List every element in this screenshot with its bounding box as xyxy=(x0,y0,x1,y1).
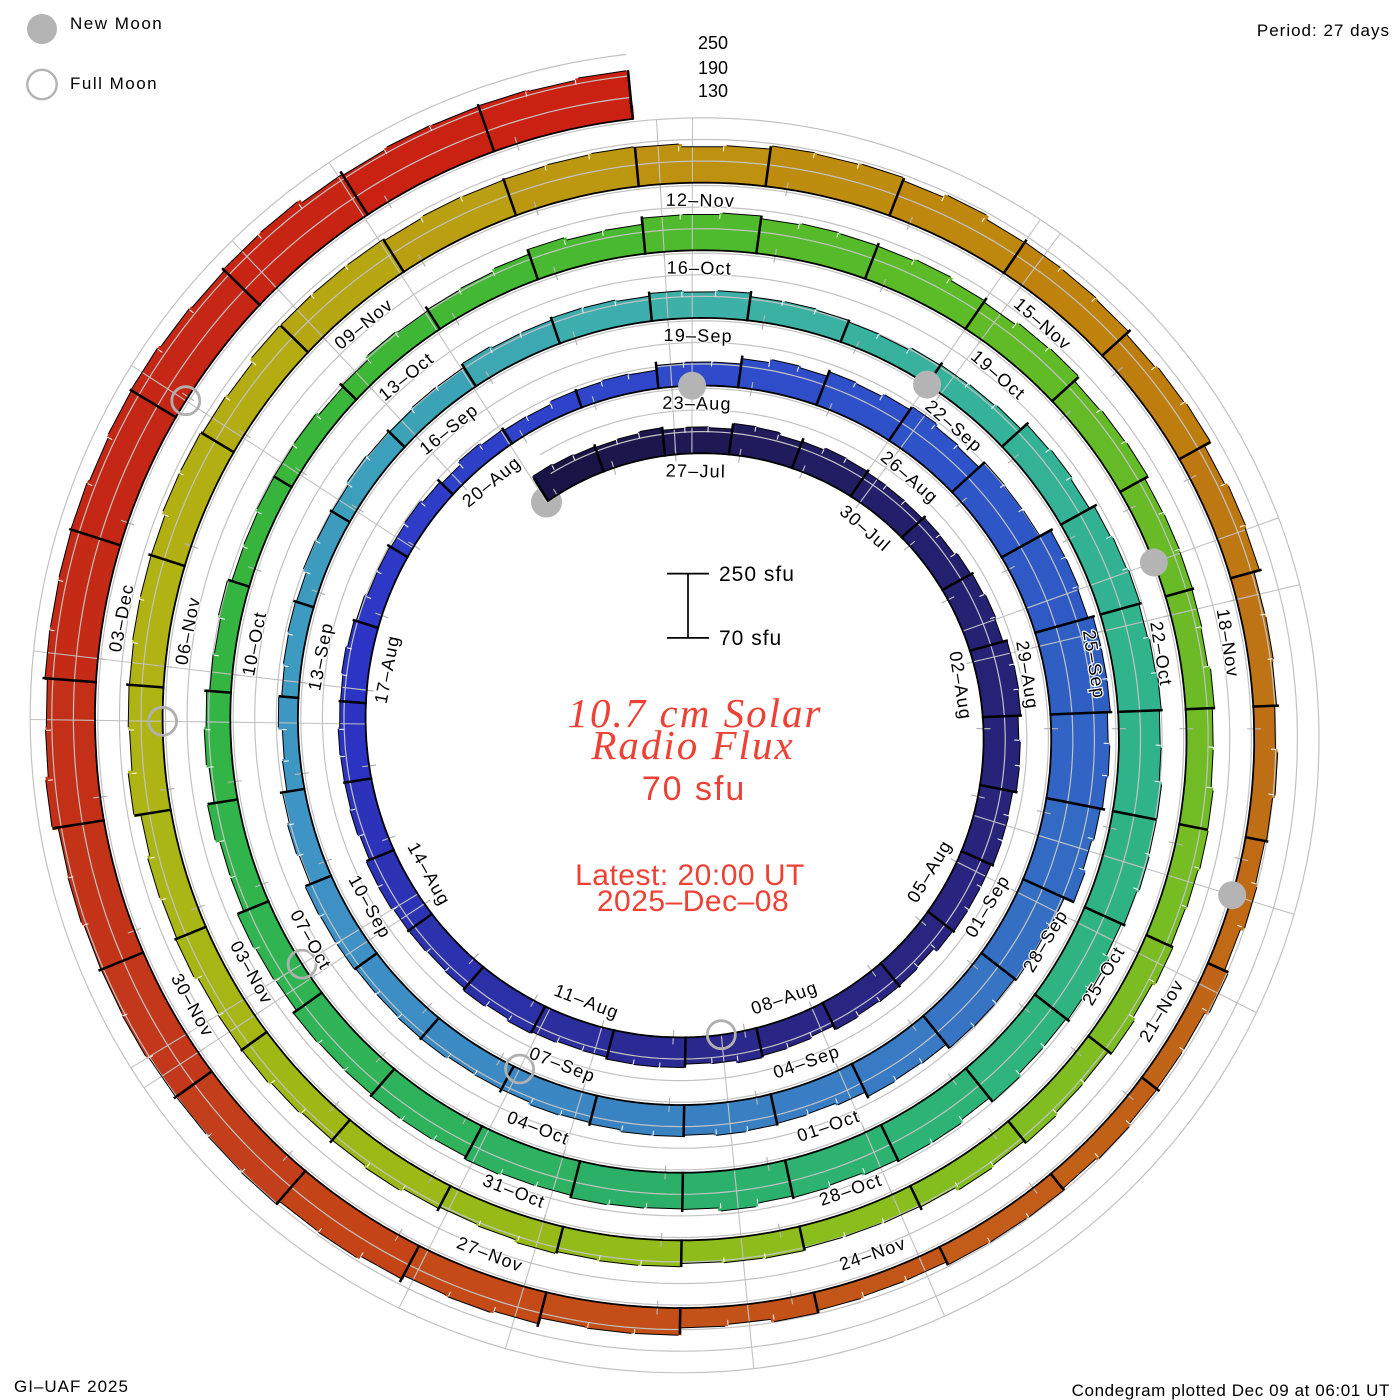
svg-text:10–Oct: 10–Oct xyxy=(238,610,270,678)
svg-text:Condegram plotted Dec 09 at 06: Condegram plotted Dec 09 at 06:01 UT xyxy=(1072,1381,1390,1400)
svg-text:23–Aug: 23–Aug xyxy=(662,393,732,414)
svg-text:27–Jul: 27–Jul xyxy=(666,461,727,482)
svg-text:Full Moon: Full Moon xyxy=(70,74,158,93)
svg-text:12–Nov: 12–Nov xyxy=(666,190,736,211)
svg-text:130: 130 xyxy=(698,81,728,101)
svg-text:70 sfu: 70 sfu xyxy=(719,627,782,650)
svg-text:190: 190 xyxy=(698,58,728,78)
svg-text:10.7 cm Solar: 10.7 cm Solar xyxy=(568,690,823,736)
svg-text:2025–Dec–08: 2025–Dec–08 xyxy=(597,885,789,918)
svg-text:250: 250 xyxy=(698,33,728,53)
svg-text:Period: 27 days: Period: 27 days xyxy=(1257,21,1390,40)
svg-text:250 sfu: 250 sfu xyxy=(719,563,795,586)
svg-text:New Moon: New Moon xyxy=(70,14,163,33)
svg-text:16–Oct: 16–Oct xyxy=(667,257,733,278)
svg-text:70 sfu: 70 sfu xyxy=(642,770,747,808)
svg-text:Radio Flux: Radio Flux xyxy=(590,722,794,768)
svg-text:Latest: 20:00 UT: Latest: 20:00 UT xyxy=(575,859,805,892)
svg-text:GI–UAF 2025: GI–UAF 2025 xyxy=(14,1377,129,1396)
svg-text:19–Sep: 19–Sep xyxy=(663,325,733,346)
